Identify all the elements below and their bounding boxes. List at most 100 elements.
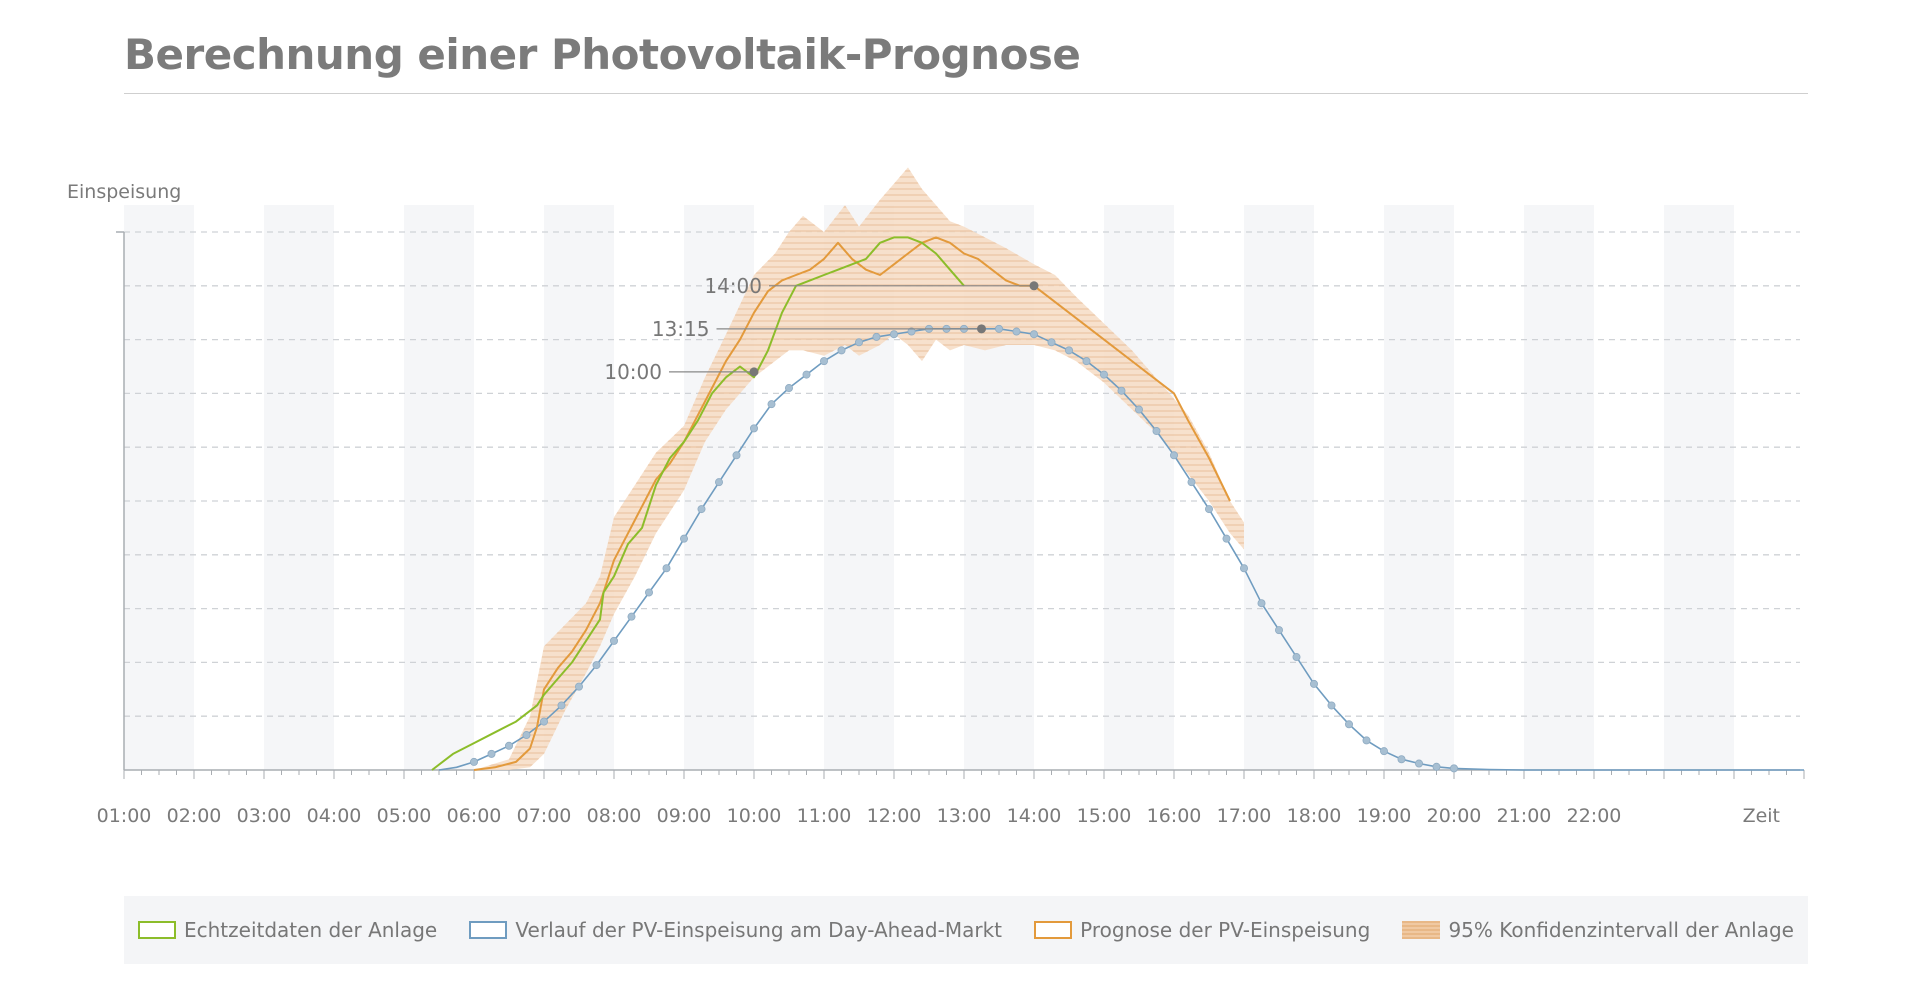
chart-legend: Echtzeitdaten der Anlage Verlauf der PV-… (124, 896, 1808, 964)
dayahead-point (767, 400, 776, 409)
annotation-label: 10:00 (604, 360, 662, 384)
dayahead-point (785, 384, 794, 393)
dayahead-point (1345, 720, 1354, 729)
x-tick-label: 14:00 (1007, 805, 1062, 827)
dayahead-point (1117, 386, 1126, 395)
dayahead-point (1310, 679, 1319, 688)
annotation-label: 13:15 (652, 317, 710, 341)
x-tick-label: 12:00 (867, 805, 922, 827)
dayahead-point (504, 741, 513, 750)
dayahead-point (627, 612, 636, 621)
dayahead-point (1047, 338, 1056, 347)
dayahead-point (680, 534, 689, 543)
hour-band (264, 205, 334, 770)
dayahead-point (1135, 405, 1144, 414)
dayahead-point (750, 424, 759, 433)
legend-item-dayahead: Verlauf der PV-Einspeisung am Day-Ahead-… (469, 918, 1002, 942)
legend-swatch-confidence (1402, 921, 1441, 939)
dayahead-point (1415, 759, 1424, 768)
title-divider (124, 93, 1808, 94)
legend-swatch-actual (138, 921, 176, 939)
x-tick-label: 21:00 (1497, 805, 1552, 827)
dayahead-point (1432, 762, 1441, 771)
x-tick-label: 05:00 (377, 805, 432, 827)
dayahead-point (907, 327, 916, 336)
dayahead-point (645, 588, 654, 597)
hour-band (1104, 205, 1174, 770)
dayahead-point (1397, 755, 1406, 764)
dayahead-point (1240, 564, 1249, 573)
dayahead-point (1257, 599, 1266, 608)
dayahead-point (872, 332, 881, 341)
x-tick-label: 15:00 (1077, 805, 1132, 827)
dayahead-point (487, 749, 496, 758)
dayahead-point (1292, 653, 1301, 662)
annotation-marker (977, 324, 986, 334)
legend-swatch-dayahead (469, 921, 508, 939)
dayahead-point (522, 731, 531, 740)
dayahead-point (1327, 701, 1336, 710)
dayahead-point (697, 505, 706, 514)
x-tick-label: 08:00 (587, 805, 642, 827)
legend-item-confidence: 95% Konfidenzintervall der Anlage (1402, 918, 1794, 942)
annotation-label: 14:00 (704, 274, 762, 298)
hour-bands (124, 205, 1734, 770)
x-tick-label: 20:00 (1427, 805, 1482, 827)
x-tick-label: 11:00 (797, 805, 852, 827)
legend-swatch-forecast (1034, 921, 1073, 939)
annotation-marker (1029, 281, 1039, 291)
hour-band (684, 205, 754, 770)
dayahead-point (592, 661, 601, 670)
legend-label-confidence: 95% Konfidenzintervall der Anlage (1448, 918, 1794, 942)
dayahead-point (820, 357, 829, 366)
x-axis-label: Zeit (1743, 805, 1780, 827)
x-tick-label: 04:00 (307, 805, 362, 827)
dayahead-point (1450, 764, 1459, 773)
x-tick-label: 01:00 (97, 805, 152, 827)
dayahead-point (1275, 626, 1284, 635)
page-title: Berechnung einer Photovoltaik-Prognose (124, 30, 1081, 79)
dayahead-point (469, 757, 478, 766)
dayahead-point (1222, 534, 1231, 543)
legend-item-actual: Echtzeitdaten der Anlage (138, 918, 437, 942)
dayahead-point (1065, 346, 1074, 355)
dayahead-point (662, 564, 671, 573)
dayahead-point (557, 701, 566, 710)
dayahead-point (575, 682, 584, 691)
legend-label-forecast: Prognose der PV-Einspeisung (1080, 918, 1371, 942)
dayahead-point (1205, 505, 1214, 514)
hour-band (124, 205, 194, 770)
dayahead-point (855, 338, 864, 347)
dayahead-point (1030, 330, 1039, 339)
y-axis-label: Einspeisung (67, 181, 181, 203)
x-tick-label: 13:00 (937, 805, 992, 827)
annotation-layer: 10:00 13:15 14:00 (604, 274, 1039, 384)
dayahead-point (1100, 370, 1109, 379)
dayahead-point (1170, 451, 1179, 460)
dayahead-point (1187, 478, 1196, 487)
dayahead-point (715, 478, 724, 487)
x-tick-label: 09:00 (657, 805, 712, 827)
x-tick-label: 19:00 (1357, 805, 1412, 827)
axes: 01:00 02:00 03:00 04:00 05:00 06:00 07:00 08:00… (97, 231, 1805, 827)
x-tick-label: 16:00 (1147, 805, 1202, 827)
x-tick-label: 06:00 (447, 805, 502, 827)
x-tick-label: 18:00 (1287, 805, 1342, 827)
annotation-marker (749, 367, 759, 377)
hour-band (1664, 205, 1734, 770)
dayahead-point (1152, 427, 1161, 436)
hour-band (1524, 205, 1594, 770)
dayahead-point (1362, 736, 1371, 745)
series-line-actual (431, 236, 965, 771)
dayahead-point (732, 451, 741, 460)
confidence-band-layer (474, 167, 1244, 770)
dayahead-point (995, 324, 1004, 333)
dayahead-point (1380, 747, 1389, 756)
legend-label-actual: Echtzeitdaten der Anlage (184, 918, 438, 942)
dayahead-point (540, 717, 549, 726)
dayahead-point (837, 346, 846, 355)
confidence-band (474, 167, 1244, 770)
hour-band (1384, 205, 1454, 770)
legend-item-forecast: Prognose der PV-Einspeisung (1034, 918, 1370, 942)
x-tick-label: 07:00 (517, 805, 572, 827)
